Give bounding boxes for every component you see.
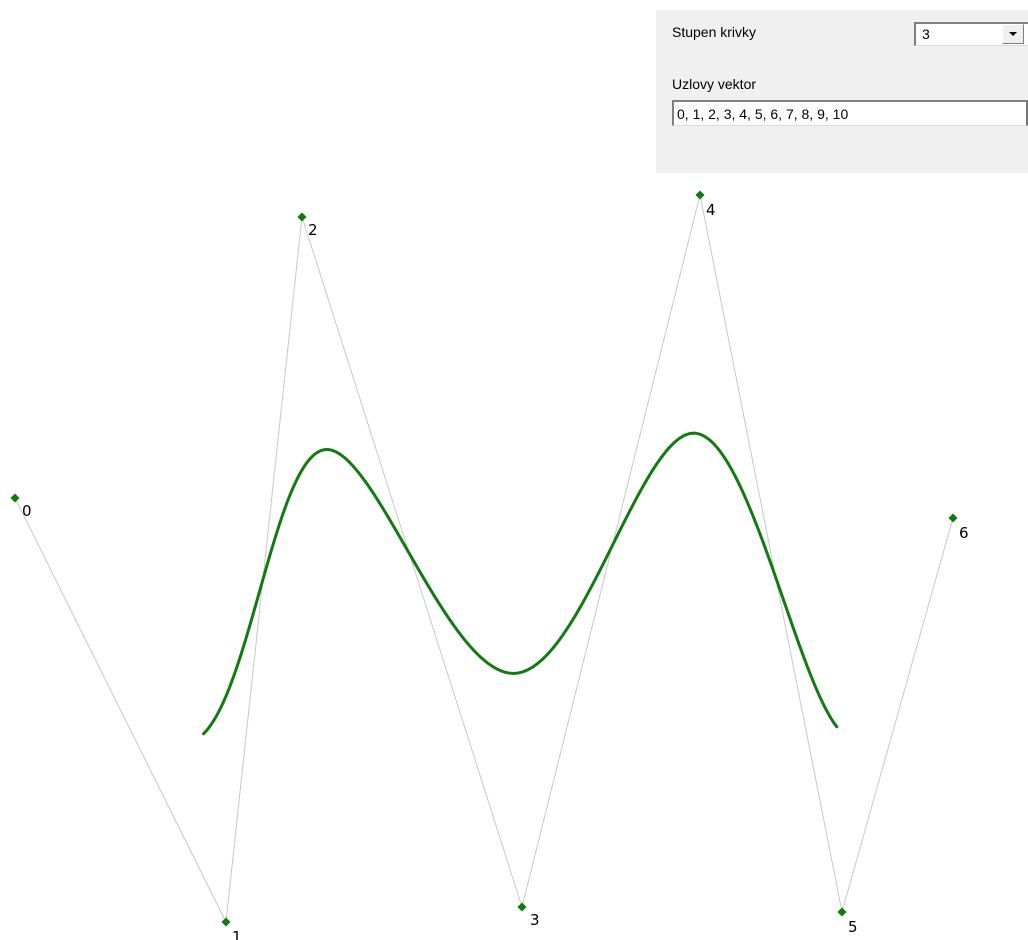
control-point-4[interactable]: 4 [695, 190, 716, 219]
control-point-marker[interactable] [221, 917, 231, 927]
control-point-6[interactable]: 6 [948, 513, 969, 542]
knot-vector-label: Uzlovy vektor [672, 76, 757, 92]
control-point-label: 0 [22, 502, 32, 520]
control-point-label: 6 [959, 524, 969, 542]
curve-degree-select[interactable]: 3 [914, 22, 1028, 46]
control-point-marker[interactable] [695, 190, 705, 200]
chevron-down-icon [1009, 32, 1017, 36]
control-point-5[interactable]: 5 [837, 907, 858, 936]
control-polygon [14, 194, 954, 924]
control-point-marker[interactable] [517, 902, 527, 912]
knot-vector-input[interactable] [672, 100, 1028, 126]
bspline-curve [202, 431, 839, 736]
curve-degree-label: Stupen krivky [672, 24, 757, 40]
control-point-label: 5 [848, 918, 858, 936]
control-point-3[interactable]: 3 [517, 902, 540, 929]
dropdown-button[interactable] [1002, 24, 1024, 44]
control-point-1[interactable]: 1 [221, 917, 242, 940]
control-point-marker[interactable] [948, 513, 958, 523]
control-point-label: 4 [706, 201, 716, 219]
settings-panel: Stupen krivky 3 Uzlovy vektor [656, 10, 1028, 173]
curve-degree-value: 3 [922, 26, 930, 42]
control-point-marker[interactable] [837, 907, 847, 917]
control-point-marker[interactable] [297, 212, 307, 222]
control-point-marker[interactable] [10, 493, 20, 503]
control-point-0[interactable]: 0 [10, 493, 32, 520]
control-point-label: 2 [308, 221, 318, 239]
control-point-label: 3 [530, 911, 540, 929]
control-point-label: 1 [232, 928, 242, 940]
